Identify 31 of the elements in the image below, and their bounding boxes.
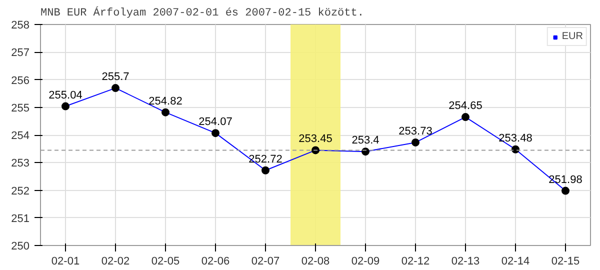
- data-label: 253.45: [298, 133, 332, 146]
- y-tick-label: 250: [11, 240, 30, 252]
- x-tick-label: 02-06: [201, 256, 230, 268]
- data-label: 253.4: [352, 134, 380, 147]
- x-tick-label: 02-14: [501, 256, 530, 268]
- y-tick-label: 255: [11, 102, 30, 114]
- y-tick-label: 258: [11, 20, 30, 32]
- data-label: 253.73: [398, 125, 432, 138]
- y-tick-label: 253: [11, 158, 30, 170]
- x-tick-label: 02-02: [101, 256, 130, 268]
- x-tick-label: 02-05: [151, 256, 180, 268]
- legend-label: EUR: [562, 31, 583, 42]
- x-tick-label: 02-13: [451, 256, 480, 268]
- x-tick-label: 02-09: [351, 256, 380, 268]
- data-label: 255.7: [102, 71, 130, 84]
- y-tick-label: 257: [11, 47, 30, 60]
- x-tick-label: 02-15: [551, 256, 580, 268]
- y-tick-label: 254: [11, 130, 30, 142]
- chart-title: MNB EUR Árfolyam 2007-02-01 és 2007-02-15 között.: [40, 6, 364, 20]
- y-tick-label: 256: [11, 74, 30, 87]
- data-label: 253.48: [498, 132, 532, 144]
- data-label: 255.04: [48, 89, 82, 102]
- x-tick-label: 02-07: [251, 256, 280, 268]
- data-label: 254.65: [448, 100, 482, 112]
- y-tick-label: 251: [11, 212, 30, 225]
- x-tick-label: 02-08: [301, 256, 330, 268]
- x-tick-label: 02-01: [51, 256, 80, 268]
- data-label: 254.07: [198, 116, 232, 128]
- y-tick-label: 252: [11, 185, 30, 198]
- x-tick-label: 02-12: [401, 256, 430, 268]
- data-label: 254.82: [148, 95, 182, 108]
